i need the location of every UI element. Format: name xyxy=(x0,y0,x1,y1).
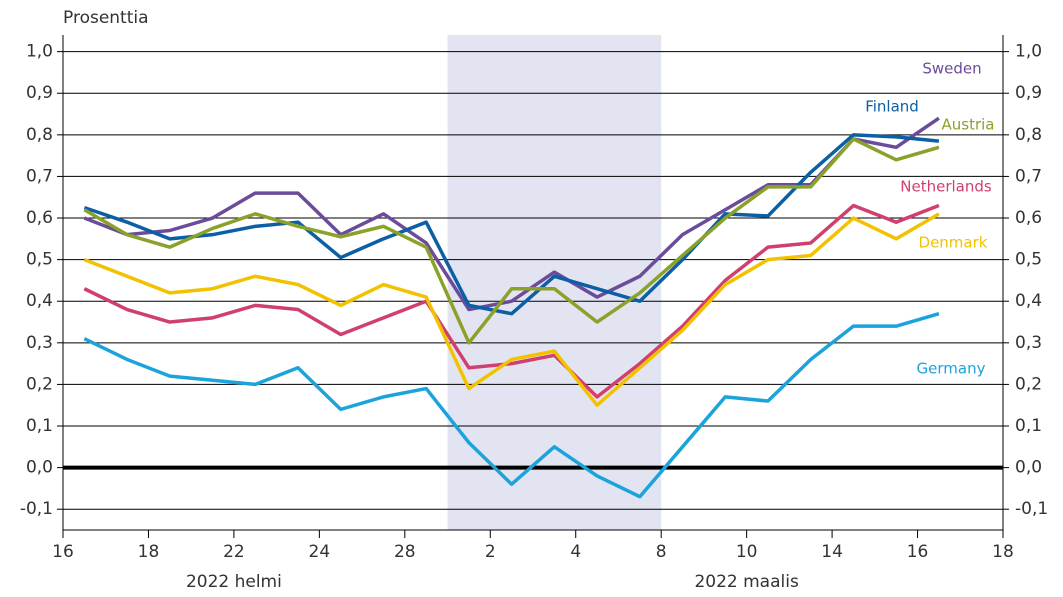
x-tick-label: 2 xyxy=(485,542,496,562)
series-line xyxy=(83,137,940,345)
y-tick-label: 0,9 xyxy=(26,83,53,103)
x-tick-label: 16 xyxy=(52,542,74,562)
x-tick-label: 24 xyxy=(309,542,331,562)
x-tick-label: 18 xyxy=(992,542,1014,562)
x-tick-label: 14 xyxy=(821,542,843,562)
x-tick-label: 8 xyxy=(656,542,667,562)
y2-tick-label: 1,0 xyxy=(1015,42,1042,62)
y2-tick-label: -0,1 xyxy=(1015,499,1048,519)
series-label: Denmark xyxy=(919,234,988,252)
x-tick-label: 22 xyxy=(223,542,245,562)
series-label: Netherlands xyxy=(900,178,992,196)
x-tick-label: 28 xyxy=(394,542,416,562)
y2-tick-label: 0,6 xyxy=(1015,208,1042,228)
x-tick-label: 4 xyxy=(570,542,581,562)
y2-tick-label: 0,4 xyxy=(1015,291,1042,311)
y-tick-label: 0,6 xyxy=(26,208,53,228)
y-tick-label: 0,3 xyxy=(26,333,53,353)
y-tick-label: 0,4 xyxy=(26,291,53,311)
y2-tick-label: 0,1 xyxy=(1015,416,1042,436)
y2-tick-label: 0,2 xyxy=(1015,374,1042,394)
y-tick-label: 0,2 xyxy=(26,374,53,394)
y-tick-label: 1,0 xyxy=(26,42,53,62)
series-line xyxy=(83,312,940,499)
y2-tick-label: 0,3 xyxy=(1015,333,1042,353)
y-tick-label: 0,0 xyxy=(26,458,53,478)
y-tick-label: 0,8 xyxy=(26,125,53,145)
y-tick-label: 0,7 xyxy=(26,166,53,186)
x-group-label: 2022 maalis xyxy=(694,572,799,592)
y2-tick-label: 0,9 xyxy=(1015,83,1042,103)
series-label: Germany xyxy=(917,360,986,378)
y2-tick-label: 0,8 xyxy=(1015,125,1042,145)
x-tick-label: 10 xyxy=(736,542,758,562)
y2-tick-label: 0,0 xyxy=(1015,458,1042,478)
y-tick-label: -0,1 xyxy=(20,499,53,519)
series-line xyxy=(83,212,940,407)
x-group-label: 2022 helmi xyxy=(186,572,282,592)
series-line xyxy=(83,203,940,399)
y2-tick-label: 0,5 xyxy=(1015,250,1042,270)
x-tick-label: 16 xyxy=(907,542,929,562)
series-label: Sweden xyxy=(922,60,981,78)
y-axis-title: Prosenttia xyxy=(63,8,149,28)
series-label: Finland xyxy=(865,98,919,116)
series-label: Austria xyxy=(942,116,995,134)
y-tick-label: 0,5 xyxy=(26,250,53,270)
y-tick-label: 0,1 xyxy=(26,416,53,436)
y2-tick-label: 0,7 xyxy=(1015,166,1042,186)
x-tick-label: 18 xyxy=(138,542,160,562)
